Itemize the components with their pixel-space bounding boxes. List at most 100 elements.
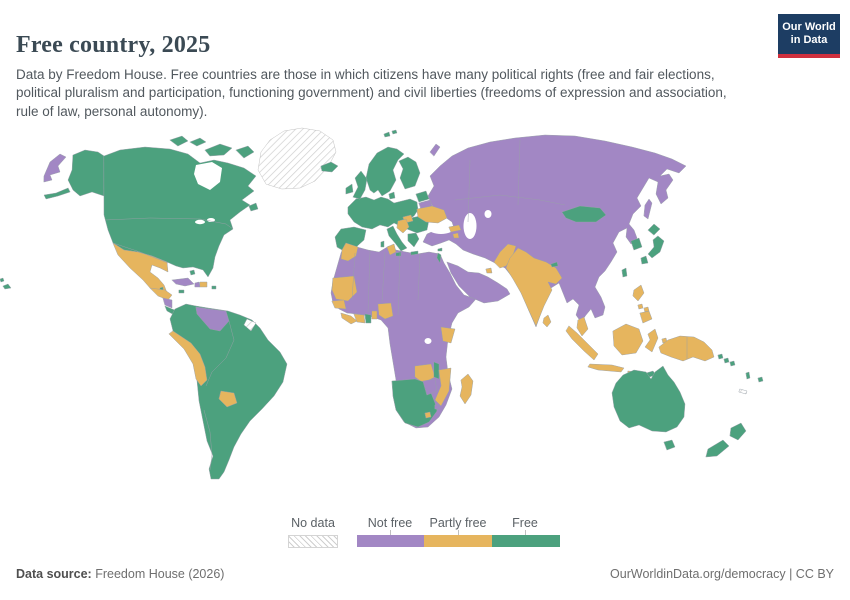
country-dominican-republic[interactable]	[199, 281, 208, 288]
country-malaysia-peninsula[interactable]	[576, 316, 589, 337]
country-tasmania[interactable]	[663, 439, 676, 451]
country-haiti[interactable]	[194, 281, 201, 288]
country-new-zealand[interactable]	[705, 422, 747, 458]
legend-swatch-free[interactable]	[492, 535, 560, 547]
country-taiwan[interactable]	[621, 267, 628, 278]
country-cuba[interactable]	[171, 277, 195, 287]
country-malawi[interactable]	[433, 361, 440, 380]
attribution-note: OurWorldinData.org/democracy | CC BY	[610, 567, 834, 581]
country-venezuela[interactable]	[195, 306, 230, 332]
country-sierra-leone-liberia[interactable]	[340, 312, 358, 325]
country-ecuador-peru[interactable]	[168, 330, 208, 387]
country-senegal[interactable]	[331, 299, 347, 310]
country-kenya[interactable]	[440, 326, 456, 344]
country-georgia[interactable]	[448, 224, 462, 233]
country-new-guinea[interactable]	[658, 335, 715, 362]
country-solomon-islands[interactable]	[717, 353, 736, 367]
country-indonesia-sulawesi[interactable]	[644, 328, 659, 353]
legend-tick-free	[525, 530, 526, 535]
country-greece[interactable]	[407, 232, 420, 248]
country-australia[interactable]	[611, 365, 686, 433]
owid-link[interactable]: OurWorldinData.org/democracy	[610, 567, 786, 581]
country-hawaii[interactable]	[0, 277, 12, 290]
country-guatemala-honduras[interactable]	[149, 287, 173, 301]
legend-label-not-free: Not free	[367, 516, 413, 530]
country-madagascar[interactable]	[459, 373, 474, 405]
country-arabian-peninsula[interactable]	[446, 261, 511, 304]
country-armenia[interactable]	[452, 232, 460, 239]
country-mongolia[interactable]	[561, 205, 607, 223]
black-sea	[428, 222, 454, 234]
lake-victoria	[424, 338, 432, 344]
great-lakes	[195, 219, 205, 225]
legend-swatch-not-free[interactable]	[357, 535, 424, 547]
country-greenland[interactable]	[257, 127, 337, 190]
country-italy[interactable]	[386, 225, 408, 257]
country-indonesia-sumatra[interactable]	[565, 325, 599, 361]
country-puerto-rico[interactable]	[211, 285, 217, 290]
country-lesotho[interactable]	[424, 411, 432, 419]
country-kuwait[interactable]	[485, 267, 493, 274]
country-mauritania[interactable]	[331, 275, 358, 302]
country-nicaragua[interactable]	[162, 297, 173, 309]
country-sakhalin[interactable]	[643, 198, 653, 220]
country-newfoundland[interactable]	[248, 202, 259, 212]
country-sardinia[interactable]	[380, 240, 385, 248]
country-vanuatu-fiji[interactable]	[745, 371, 764, 383]
country-ivory-coast[interactable]	[353, 313, 366, 324]
country-united-kingdom[interactable]	[352, 170, 368, 200]
country-south-korea[interactable]	[630, 237, 643, 251]
country-bhutan[interactable]	[550, 261, 559, 268]
country-nigeria[interactable]	[377, 302, 394, 320]
legend-no-data-swatch[interactable]	[288, 535, 338, 548]
country-ukraine[interactable]	[416, 205, 448, 224]
country-philippines[interactable]	[632, 284, 653, 324]
country-borneo[interactable]	[612, 323, 644, 356]
country-crete[interactable]	[410, 250, 419, 256]
chart-subtitle: Data by Freedom House. Free countries ar…	[16, 66, 727, 120]
page-title: Free country, 2025	[16, 32, 211, 59]
country-bahamas[interactable]	[189, 269, 196, 276]
country-mozambique[interactable]	[434, 367, 452, 407]
country-ireland[interactable]	[345, 183, 354, 195]
country-ghana[interactable]	[364, 313, 372, 324]
legend-color-bar	[357, 535, 560, 547]
country-novaya-zemlya[interactable]	[429, 143, 441, 157]
legend-swatch-partly-free[interactable]	[424, 535, 492, 547]
country-alaska[interactable]	[43, 149, 105, 200]
country-eurasia-not-free-block[interactable]	[422, 134, 687, 328]
country-africa-not-free-block[interactable]	[330, 242, 477, 429]
country-western-balkans[interactable]	[396, 218, 410, 234]
country-baltic-states[interactable]	[415, 190, 430, 203]
country-svalbard[interactable]	[383, 129, 398, 138]
country-indonesia-java[interactable]	[587, 363, 625, 373]
country-russia-chukotka[interactable]	[43, 153, 67, 183]
legend-tick-not-free	[390, 530, 391, 535]
country-jamaica[interactable]	[178, 289, 185, 294]
country-togo-benin[interactable]	[371, 310, 378, 320]
country-south-america-free-block[interactable]	[169, 303, 288, 480]
country-french-guiana[interactable]	[243, 318, 257, 332]
country-japan[interactable]	[640, 223, 665, 265]
country-iceland[interactable]	[320, 161, 339, 173]
chart-footer: Data source: Freedom House (2026) OurWor…	[16, 567, 834, 581]
owid-logo[interactable]: Our World in Data	[778, 14, 840, 58]
country-eswatini[interactable]	[434, 404, 440, 410]
country-finland[interactable]	[398, 156, 421, 190]
country-sri-lanka[interactable]	[542, 314, 552, 328]
country-mexico[interactable]	[112, 242, 169, 296]
data-source-note: Data source: Freedom House (2026)	[16, 567, 224, 581]
country-norway-sweden[interactable]	[365, 146, 405, 197]
country-denmark[interactable]	[388, 191, 396, 200]
country-canadian-arctic-islands[interactable]	[169, 135, 255, 159]
country-paraguay[interactable]	[218, 390, 238, 408]
country-zimbabwe[interactable]	[422, 378, 438, 396]
country-cyprus[interactable]	[437, 247, 443, 252]
country-india[interactable]	[505, 247, 563, 327]
country-israel[interactable]	[436, 252, 442, 264]
country-morocco[interactable]	[340, 242, 359, 262]
country-tunisia[interactable]	[386, 243, 397, 256]
country-pakistan[interactable]	[493, 243, 517, 269]
owid-logo-accent-bar	[778, 54, 840, 58]
country-new-caledonia[interactable]	[738, 388, 748, 395]
